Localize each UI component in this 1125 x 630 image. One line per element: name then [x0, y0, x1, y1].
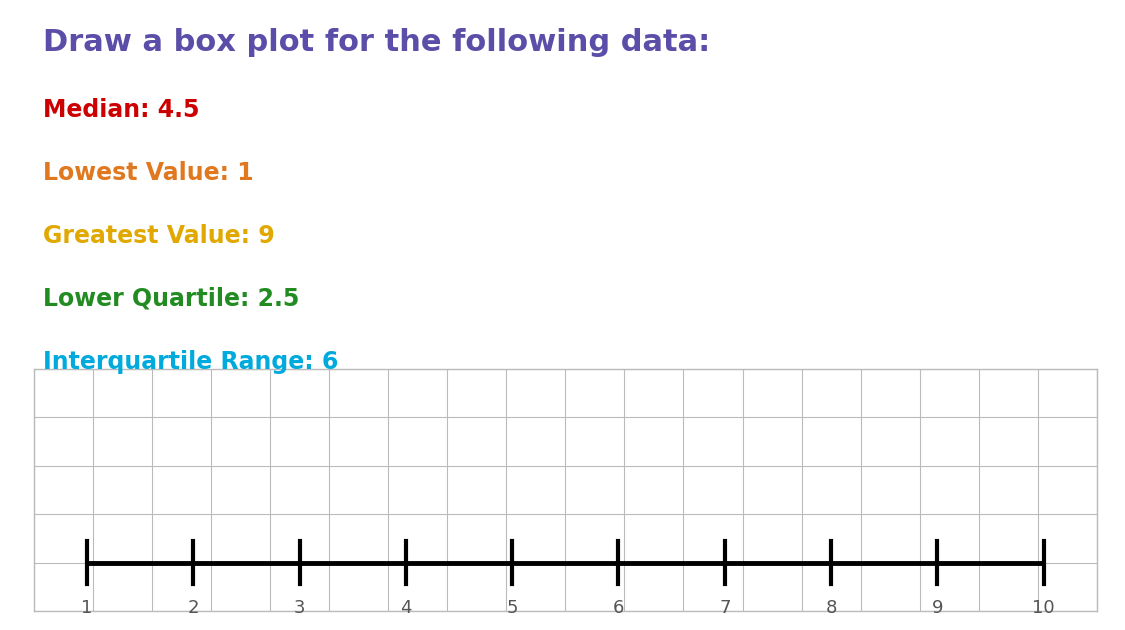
- Text: 10: 10: [1033, 599, 1055, 617]
- Text: 9: 9: [932, 599, 943, 617]
- Text: 1: 1: [81, 599, 92, 617]
- Text: 3: 3: [294, 599, 305, 617]
- Text: Interquartile Range: 6: Interquartile Range: 6: [43, 350, 339, 374]
- Text: Draw a box plot for the following data:: Draw a box plot for the following data:: [43, 28, 710, 57]
- Text: 5: 5: [506, 599, 518, 617]
- Text: Median: 4.5: Median: 4.5: [43, 98, 199, 122]
- Text: 7: 7: [719, 599, 730, 617]
- Text: Lower Quartile: 2.5: Lower Quartile: 2.5: [43, 287, 299, 311]
- Text: 4: 4: [400, 599, 412, 617]
- Text: Greatest Value: 9: Greatest Value: 9: [43, 224, 274, 248]
- Text: 6: 6: [613, 599, 624, 617]
- Text: 2: 2: [188, 599, 199, 617]
- Text: 8: 8: [826, 599, 837, 617]
- Text: Lowest Value: 1: Lowest Value: 1: [43, 161, 253, 185]
